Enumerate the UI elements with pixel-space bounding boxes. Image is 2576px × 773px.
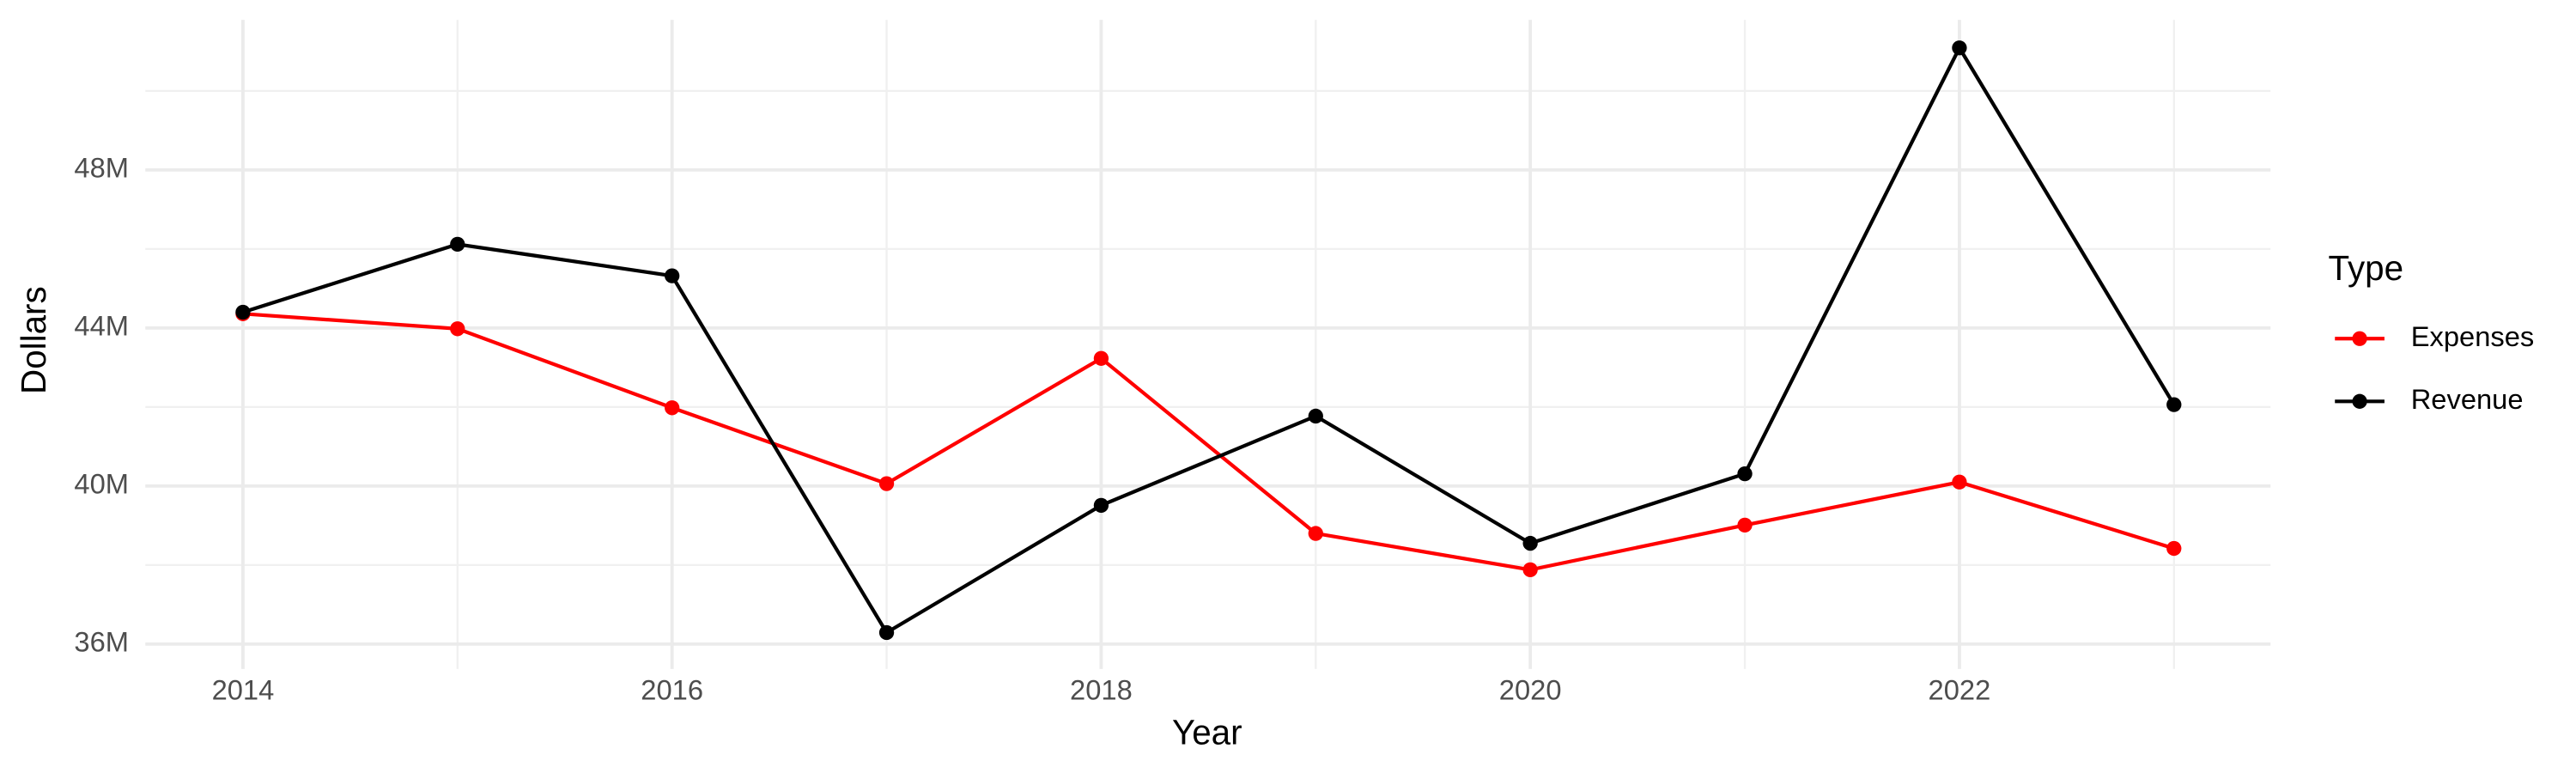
data-point xyxy=(1093,497,1109,514)
x-tick-label: 2020 xyxy=(1499,673,1562,705)
data-point xyxy=(450,321,465,337)
y-axis-title: Dollars xyxy=(14,286,53,394)
data-point xyxy=(878,476,895,491)
legend-key-point xyxy=(2352,393,2367,409)
data-point xyxy=(450,236,465,253)
data-point xyxy=(1308,526,1323,541)
x-tick-label: 2018 xyxy=(1070,673,1133,705)
legend-title: Type xyxy=(2329,248,2404,288)
data-point xyxy=(2166,397,2182,412)
data-point xyxy=(235,304,251,320)
x-tick-label: 2022 xyxy=(1929,673,1991,705)
data-point xyxy=(1952,40,1967,56)
x-tick-label: 2014 xyxy=(212,673,275,705)
y-tick-label: 36M xyxy=(74,626,129,658)
legend-label: Expenses xyxy=(2411,320,2535,352)
legend-label: Revenue xyxy=(2411,383,2524,415)
data-point xyxy=(1093,350,1109,366)
data-point xyxy=(1522,535,1538,551)
y-tick-label: 48M xyxy=(74,152,129,184)
data-point xyxy=(1522,562,1538,578)
y-tick-label: 44M xyxy=(74,310,129,342)
data-point xyxy=(1952,474,1967,490)
y-tick-label: 40M xyxy=(74,468,129,500)
data-point xyxy=(665,400,680,416)
series-line xyxy=(242,44,2176,636)
data-point xyxy=(1737,517,1753,533)
data-point xyxy=(878,624,895,641)
x-tick-label: 2016 xyxy=(641,673,703,705)
x-axis-title: Year xyxy=(1172,712,1242,752)
data-point xyxy=(1737,466,1753,482)
series-line xyxy=(242,312,2175,572)
data-point xyxy=(1308,408,1323,424)
legend-key-point xyxy=(2352,331,2367,346)
data-point xyxy=(2166,540,2182,557)
data-point xyxy=(665,268,680,283)
